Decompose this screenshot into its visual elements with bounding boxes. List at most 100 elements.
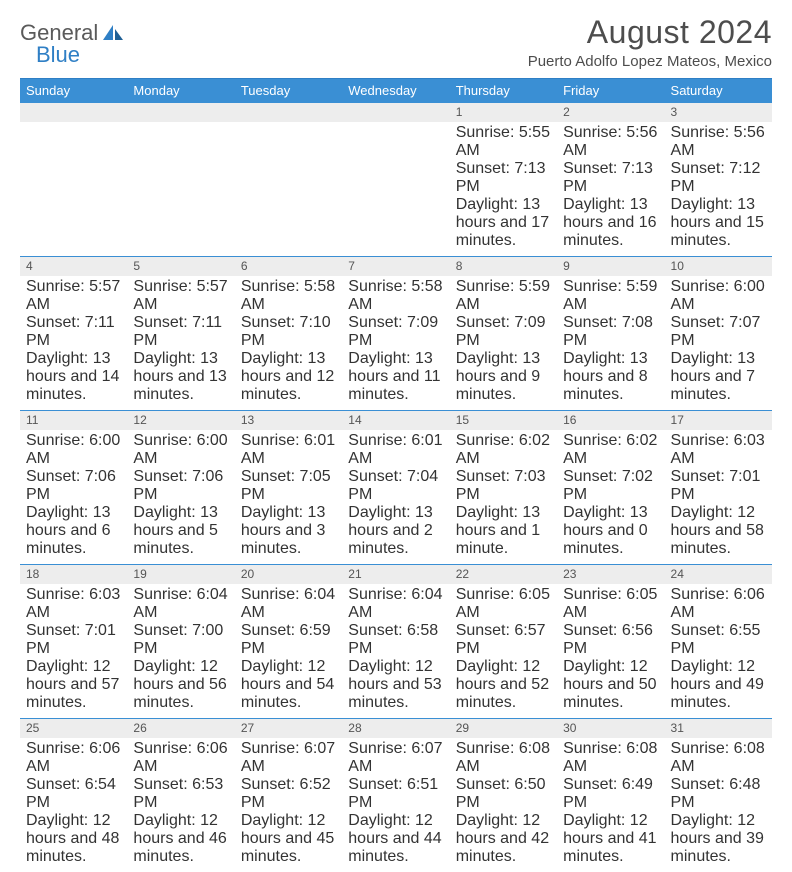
sunrise-text: Sunrise: 5:56 AM: [671, 124, 766, 160]
week-body-row: Sunrise: 5:55 AMSunset: 7:13 PMDaylight:…: [20, 122, 772, 256]
day-cell: [235, 122, 342, 256]
day-number: 13: [235, 411, 342, 430]
logo-text-blue: Blue: [36, 42, 80, 68]
sunrise-text: Sunrise: 6:03 AM: [671, 432, 766, 468]
day-cell: Sunrise: 6:07 AMSunset: 6:52 PMDaylight:…: [235, 738, 342, 872]
day-number: 6: [235, 257, 342, 276]
sunrise-text: Sunrise: 6:08 AM: [671, 740, 766, 776]
sunset-text: Sunset: 6:59 PM: [241, 622, 336, 658]
day-cell: Sunrise: 6:00 AMSunset: 7:07 PMDaylight:…: [665, 276, 772, 410]
sunrise-text: Sunrise: 6:00 AM: [26, 432, 121, 468]
week-body-row: Sunrise: 6:00 AMSunset: 7:06 PMDaylight:…: [20, 430, 772, 564]
day-cell-body: Sunrise: 6:08 AMSunset: 6:49 PMDaylight:…: [557, 738, 664, 872]
day-cell: [342, 122, 449, 256]
daylight-text: Daylight: 13 hours and 7 minutes.: [671, 350, 766, 404]
day-cell: Sunrise: 6:05 AMSunset: 6:57 PMDaylight:…: [450, 584, 557, 718]
day-number: 8: [450, 257, 557, 276]
day-cell-body: Sunrise: 5:58 AMSunset: 7:09 PMDaylight:…: [342, 276, 449, 410]
day-number: 3: [665, 103, 772, 122]
sunset-text: Sunset: 7:11 PM: [133, 314, 228, 350]
day-number-row: 45678910: [20, 257, 772, 276]
sunset-text: Sunset: 6:58 PM: [348, 622, 443, 658]
day-cell-body: [235, 122, 342, 188]
day-number: 17: [665, 411, 772, 430]
day-cell-body: Sunrise: 6:00 AMSunset: 7:06 PMDaylight:…: [20, 430, 127, 564]
day-number: 4: [20, 257, 127, 276]
day-number: [342, 103, 449, 122]
sunrise-text: Sunrise: 6:07 AM: [348, 740, 443, 776]
daylight-text: Daylight: 13 hours and 6 minutes.: [26, 504, 121, 558]
day-cell-body: Sunrise: 5:59 AMSunset: 7:08 PMDaylight:…: [557, 276, 664, 410]
day-cell: Sunrise: 6:07 AMSunset: 6:51 PMDaylight:…: [342, 738, 449, 872]
sunset-text: Sunset: 7:08 PM: [563, 314, 658, 350]
weekday-header: Saturday: [665, 79, 772, 102]
sunset-text: Sunset: 7:12 PM: [671, 160, 766, 196]
daylight-text: Daylight: 13 hours and 13 minutes.: [133, 350, 228, 404]
daylight-text: Daylight: 12 hours and 56 minutes.: [133, 658, 228, 712]
sunset-text: Sunset: 7:00 PM: [133, 622, 228, 658]
daylight-text: Daylight: 12 hours and 39 minutes.: [671, 812, 766, 866]
day-number: 9: [557, 257, 664, 276]
sunrise-text: Sunrise: 6:01 AM: [241, 432, 336, 468]
day-cell: Sunrise: 5:57 AMSunset: 7:11 PMDaylight:…: [20, 276, 127, 410]
day-number-row: 18192021222324: [20, 565, 772, 584]
daylight-text: Daylight: 13 hours and 11 minutes.: [348, 350, 443, 404]
logo-sail-icon: [102, 23, 124, 46]
day-number-row: 123: [20, 103, 772, 122]
daylight-text: Daylight: 12 hours and 48 minutes.: [26, 812, 121, 866]
header: General August 2024 Puerto Adolfo Lopez …: [20, 14, 772, 70]
sunrise-text: Sunrise: 5:56 AM: [563, 124, 658, 160]
sunrise-text: Sunrise: 6:00 AM: [133, 432, 228, 468]
weekday-header: Wednesday: [342, 79, 449, 102]
day-cell-body: Sunrise: 6:02 AMSunset: 7:02 PMDaylight:…: [557, 430, 664, 564]
day-cell: [20, 122, 127, 256]
day-number: 19: [127, 565, 234, 584]
weeks-container: 123Sunrise: 5:55 AMSunset: 7:13 PMDaylig…: [20, 102, 772, 872]
sunrise-text: Sunrise: 6:06 AM: [26, 740, 121, 776]
sunset-text: Sunset: 7:01 PM: [26, 622, 121, 658]
sunset-text: Sunset: 6:49 PM: [563, 776, 658, 812]
day-number: 2: [557, 103, 664, 122]
sunset-text: Sunset: 7:02 PM: [563, 468, 658, 504]
daylight-text: Daylight: 12 hours and 53 minutes.: [348, 658, 443, 712]
daylight-text: Daylight: 13 hours and 15 minutes.: [671, 196, 766, 250]
day-number: 10: [665, 257, 772, 276]
day-cell: Sunrise: 6:03 AMSunset: 7:01 PMDaylight:…: [665, 430, 772, 564]
weekday-header: Monday: [127, 79, 234, 102]
day-cell-body: Sunrise: 5:56 AMSunset: 7:13 PMDaylight:…: [557, 122, 664, 256]
day-number: 24: [665, 565, 772, 584]
day-number: 23: [557, 565, 664, 584]
day-number: 21: [342, 565, 449, 584]
day-cell: Sunrise: 5:55 AMSunset: 7:13 PMDaylight:…: [450, 122, 557, 256]
daylight-text: Daylight: 13 hours and 14 minutes.: [26, 350, 121, 404]
weekday-header: Thursday: [450, 79, 557, 102]
sunset-text: Sunset: 7:09 PM: [348, 314, 443, 350]
sunset-text: Sunset: 7:03 PM: [456, 468, 551, 504]
day-number: 27: [235, 719, 342, 738]
day-number: 25: [20, 719, 127, 738]
sunset-text: Sunset: 7:01 PM: [671, 468, 766, 504]
sunrise-text: Sunrise: 6:05 AM: [456, 586, 551, 622]
sunrise-text: Sunrise: 6:02 AM: [456, 432, 551, 468]
day-cell-body: Sunrise: 6:03 AMSunset: 7:01 PMDaylight:…: [665, 430, 772, 564]
weekday-header: Friday: [557, 79, 664, 102]
day-number: 5: [127, 257, 234, 276]
day-number: 1: [450, 103, 557, 122]
day-cell: Sunrise: 6:04 AMSunset: 6:58 PMDaylight:…: [342, 584, 449, 718]
day-cell-body: Sunrise: 5:58 AMSunset: 7:10 PMDaylight:…: [235, 276, 342, 410]
sunrise-text: Sunrise: 5:58 AM: [241, 278, 336, 314]
day-number: 26: [127, 719, 234, 738]
sunset-text: Sunset: 7:09 PM: [456, 314, 551, 350]
day-cell-body: Sunrise: 5:55 AMSunset: 7:13 PMDaylight:…: [450, 122, 557, 256]
day-cell-body: Sunrise: 5:57 AMSunset: 7:11 PMDaylight:…: [20, 276, 127, 410]
daylight-text: Daylight: 12 hours and 52 minutes.: [456, 658, 551, 712]
day-cell: Sunrise: 6:03 AMSunset: 7:01 PMDaylight:…: [20, 584, 127, 718]
day-cell-body: Sunrise: 6:01 AMSunset: 7:05 PMDaylight:…: [235, 430, 342, 564]
day-cell: Sunrise: 6:08 AMSunset: 6:49 PMDaylight:…: [557, 738, 664, 872]
day-cell: Sunrise: 6:06 AMSunset: 6:55 PMDaylight:…: [665, 584, 772, 718]
day-cell-body: Sunrise: 6:02 AMSunset: 7:03 PMDaylight:…: [450, 430, 557, 564]
day-cell-body: [20, 122, 127, 188]
day-cell: Sunrise: 5:59 AMSunset: 7:08 PMDaylight:…: [557, 276, 664, 410]
day-cell-body: Sunrise: 6:06 AMSunset: 6:53 PMDaylight:…: [127, 738, 234, 872]
sunrise-text: Sunrise: 5:55 AM: [456, 124, 551, 160]
